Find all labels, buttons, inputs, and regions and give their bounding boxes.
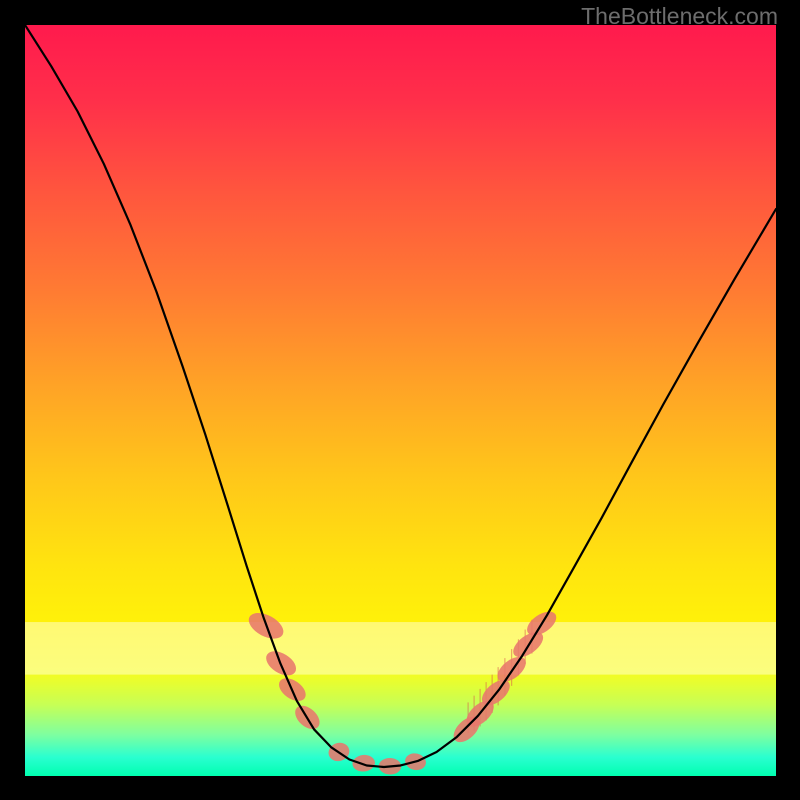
chart-frame — [25, 25, 776, 776]
yellow-band — [25, 622, 776, 675]
chart-svg — [25, 25, 776, 776]
watermark-text: TheBottleneck.com — [581, 3, 778, 30]
